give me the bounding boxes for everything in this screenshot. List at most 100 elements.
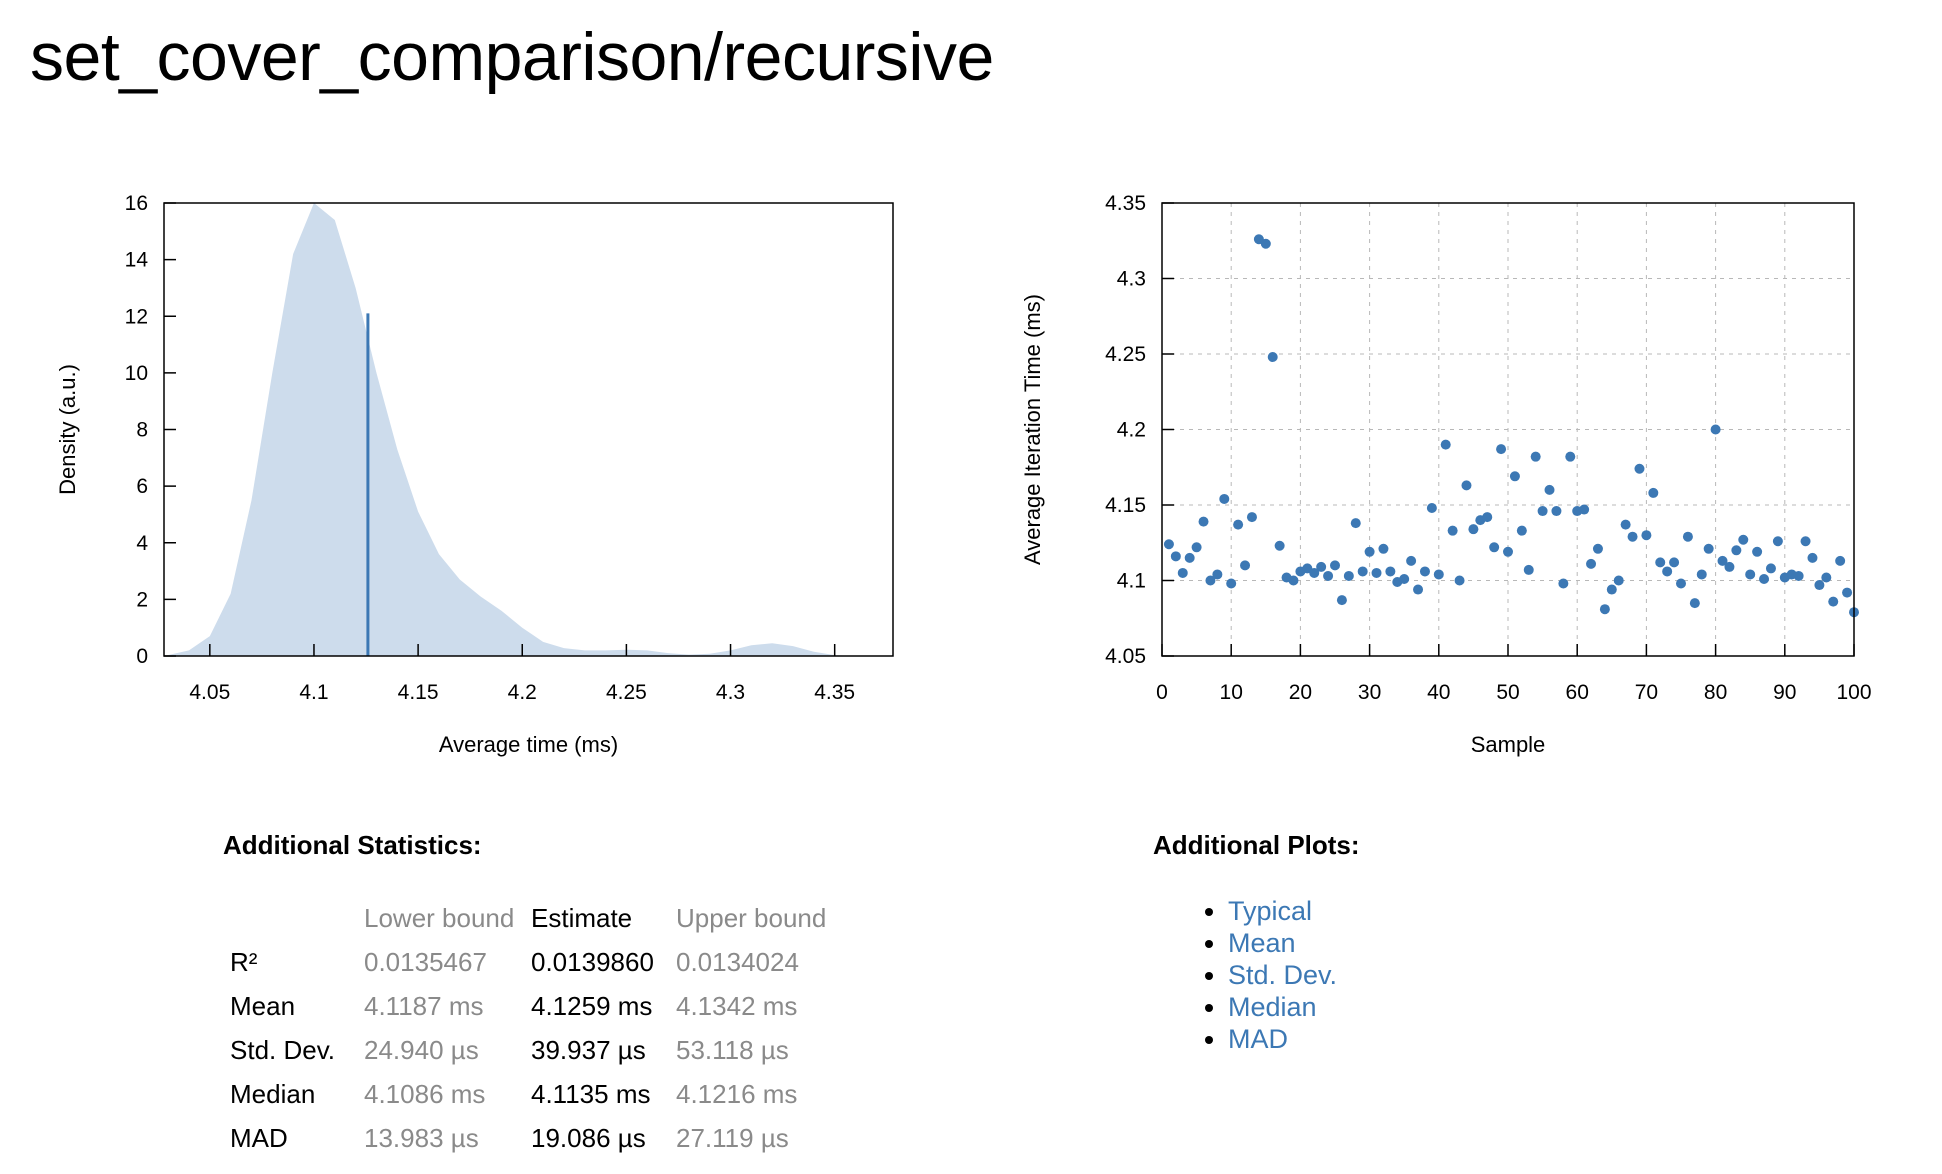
regression-point bbox=[1350, 518, 1361, 529]
regression-point bbox=[1620, 519, 1631, 530]
regression-point bbox=[1413, 584, 1424, 595]
regression-point bbox=[1468, 524, 1479, 535]
table-row: Std. Dev. 24.940 µs 39.937 µs 53.118 µs bbox=[222, 1028, 856, 1072]
additional-plots-list: Typical Mean Std. Dev. Median MAD bbox=[1200, 895, 1337, 1055]
regression-point bbox=[1842, 587, 1853, 598]
regression-point bbox=[1433, 569, 1444, 580]
pdf-x-tick-label: 4.35 bbox=[814, 681, 855, 704]
page-title: set_cover_comparison/recursive bbox=[30, 19, 994, 95]
regression-x-tick-label: 100 bbox=[1836, 681, 1871, 704]
regression-point bbox=[1696, 569, 1707, 580]
regression-point bbox=[1752, 546, 1763, 557]
pdf-x-tick-label: 4.05 bbox=[189, 681, 230, 704]
plot-link-median[interactable]: Median bbox=[1228, 992, 1317, 1022]
additional-statistics-heading: Additional Statistics: bbox=[223, 830, 482, 860]
pdf-y-axis: 0 2 4 6 8 10 12 14 16 bbox=[125, 192, 176, 668]
pdf-y-axis-label: Density (a.u.) bbox=[55, 364, 80, 495]
regression-y-tick-label: 4.15 bbox=[1105, 494, 1146, 517]
pdf-x-tick-label: 4.1 bbox=[299, 681, 328, 704]
table-row: R² 0.0135467 0.0139860 0.0134024 bbox=[222, 940, 856, 984]
regression-point bbox=[1634, 463, 1645, 474]
plot-link-mean[interactable]: Mean bbox=[1228, 928, 1296, 958]
regression-point bbox=[1205, 575, 1216, 586]
regression-y-tick-label: 4.35 bbox=[1105, 192, 1146, 215]
pdf-x-axis-label: Average time (ms) bbox=[439, 732, 618, 757]
regression-point bbox=[1177, 567, 1188, 578]
plot-link-typical[interactable]: Typical bbox=[1228, 896, 1313, 926]
estimate-value: 4.1135 ms bbox=[531, 1078, 651, 1109]
regression-point bbox=[1544, 484, 1555, 495]
regression-point bbox=[1288, 575, 1299, 586]
regression-x-tick-label: 30 bbox=[1358, 681, 1381, 704]
regression-point bbox=[1627, 531, 1638, 542]
list-item: Typical bbox=[1228, 895, 1337, 927]
regression-points bbox=[1163, 234, 1859, 618]
column-header bbox=[222, 896, 364, 940]
regression-point bbox=[1226, 578, 1237, 589]
pdf-y-tick-label: 0 bbox=[136, 645, 148, 668]
regression-point bbox=[1738, 534, 1749, 545]
lower-bound-value: 13.983 µs bbox=[364, 1122, 479, 1153]
upper-bound-value: 0.0134024 bbox=[676, 946, 799, 977]
estimate-value: 19.086 µs bbox=[531, 1122, 646, 1153]
plot-link-std-dev[interactable]: Std. Dev. bbox=[1228, 960, 1338, 990]
regression-point bbox=[1814, 580, 1825, 591]
regression-point bbox=[1551, 506, 1562, 517]
regression-point bbox=[1316, 561, 1327, 572]
regression-point bbox=[1482, 512, 1493, 523]
upper-bound-value: 53.118 µs bbox=[676, 1034, 789, 1065]
list-item: Median bbox=[1228, 991, 1337, 1023]
regression-point bbox=[1586, 558, 1597, 569]
regression-point bbox=[1807, 552, 1818, 563]
regression-point bbox=[1406, 555, 1417, 566]
regression-y-axis-label: Average Iteration Time (ms) bbox=[1020, 294, 1045, 565]
table-row: Median 4.1086 ms 4.1135 ms 4.1216 ms bbox=[222, 1072, 856, 1116]
regression-point bbox=[1606, 584, 1617, 595]
regression-point bbox=[1592, 543, 1603, 554]
regression-point bbox=[1516, 525, 1527, 536]
regression-y-tick-label: 4.2 bbox=[1117, 419, 1146, 442]
list-item: MAD bbox=[1228, 1023, 1337, 1055]
regression-point bbox=[1669, 557, 1680, 568]
pdf-y-tick-label: 12 bbox=[125, 305, 148, 328]
regression-point bbox=[1343, 570, 1354, 581]
additional-statistics-table: Lower bound Estimate Upper bound R² 0.01… bbox=[222, 896, 856, 1160]
column-header-estimate: Estimate bbox=[531, 902, 633, 933]
row-label: Median bbox=[230, 1078, 316, 1109]
regression-y-tick-label: 4.3 bbox=[1117, 268, 1146, 291]
regression-point bbox=[1765, 563, 1776, 574]
regression-x-tick-label: 0 bbox=[1156, 681, 1168, 704]
plot-link-mad[interactable]: MAD bbox=[1228, 1024, 1288, 1054]
regression-y-tick-label: 4.05 bbox=[1105, 645, 1146, 668]
regression-x-tick-label: 70 bbox=[1635, 681, 1658, 704]
regression-point bbox=[1599, 604, 1610, 615]
regression-point bbox=[1191, 542, 1202, 553]
list-item: Mean bbox=[1228, 927, 1337, 959]
regression-point bbox=[1676, 578, 1686, 589]
regression-point bbox=[1240, 560, 1251, 571]
regression-point bbox=[1662, 566, 1673, 577]
regression-point bbox=[1489, 542, 1500, 553]
upper-bound-value: 4.1342 ms bbox=[676, 990, 798, 1021]
table-row: MAD 13.983 µs 19.086 µs 27.119 µs bbox=[222, 1116, 856, 1160]
regression-point bbox=[1219, 493, 1230, 504]
regression-y-axis: 4.05 4.1 4.15 4.2 4.25 4.3 4.35 bbox=[1105, 192, 1174, 668]
regression-point bbox=[1323, 570, 1334, 581]
column-header-upper-bound: Upper bound bbox=[676, 902, 827, 933]
regression-point bbox=[1530, 451, 1541, 462]
pdf-x-tick-label: 4.3 bbox=[716, 681, 745, 704]
regression-point bbox=[1682, 531, 1693, 542]
regression-x-tick-label: 20 bbox=[1289, 681, 1312, 704]
regression-point bbox=[1745, 569, 1756, 580]
regression-y-tick-label: 4.25 bbox=[1105, 343, 1146, 366]
regression-point bbox=[1246, 512, 1257, 523]
regression-grid bbox=[1161, 202, 1855, 657]
regression-point bbox=[1641, 530, 1652, 541]
regression-point bbox=[1364, 546, 1375, 557]
regression-point bbox=[1613, 575, 1624, 586]
regression-point bbox=[1793, 570, 1804, 581]
regression-point bbox=[1503, 546, 1513, 557]
regression-point bbox=[1523, 564, 1534, 575]
